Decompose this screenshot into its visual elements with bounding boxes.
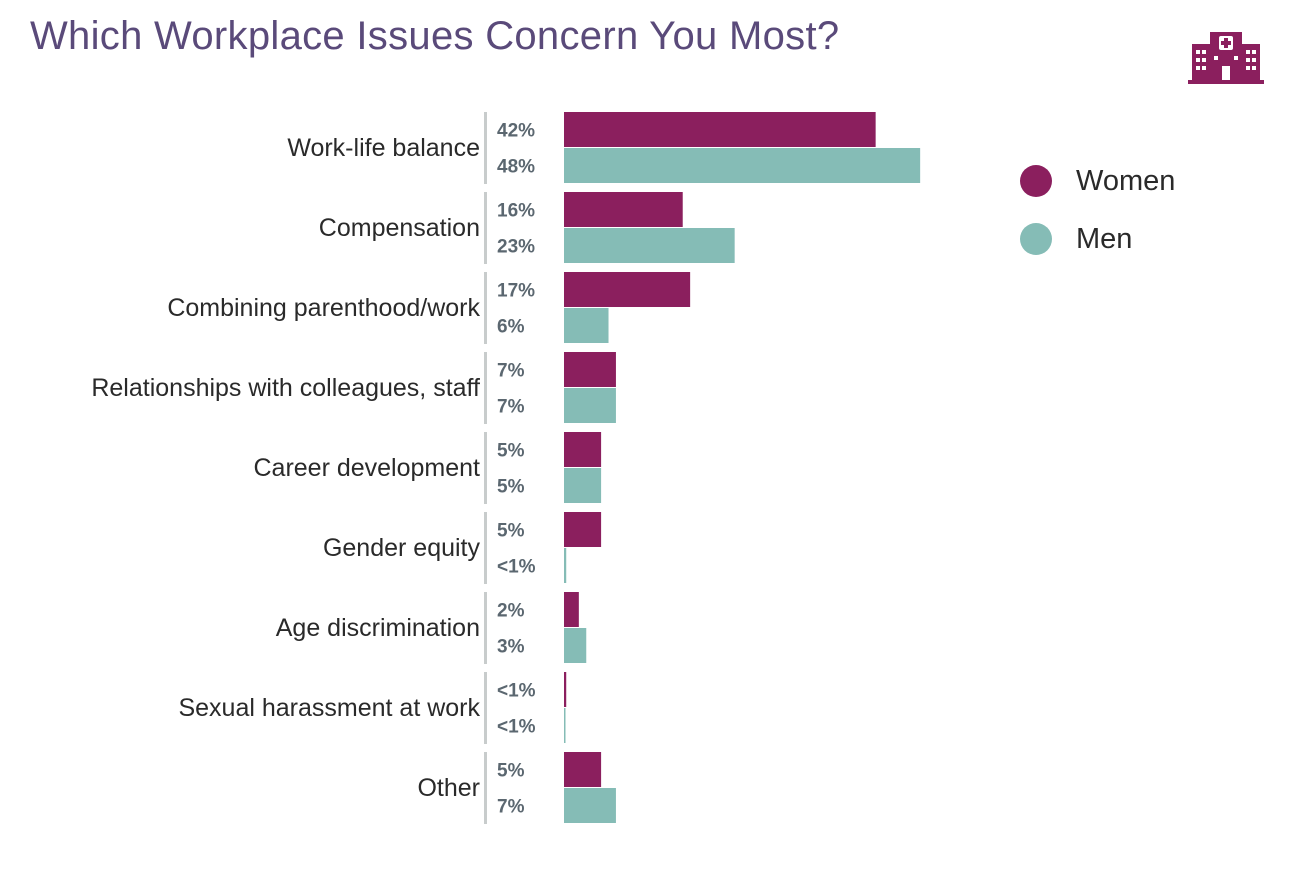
value-label: 2% (497, 601, 525, 622)
value-label: 7% (497, 797, 525, 818)
value-label: 3% (497, 637, 525, 658)
bar-men (564, 468, 602, 503)
value-label: 42% (497, 121, 535, 142)
value-label: 6% (497, 317, 525, 338)
legend-swatch-women (1020, 165, 1052, 197)
bar-women (564, 592, 579, 627)
category-divider (484, 192, 487, 264)
bar-men (564, 548, 567, 583)
bar-men (564, 788, 616, 823)
value-label: <1% (497, 557, 536, 578)
category-label: Other (417, 774, 480, 802)
category-divider (484, 352, 487, 424)
value-label: <1% (497, 681, 536, 702)
value-label: 5% (497, 761, 525, 782)
bar-women (564, 672, 567, 707)
bar-men (564, 308, 609, 343)
legend-label-men: Men (1076, 222, 1133, 255)
category-divider (484, 592, 487, 664)
bar-men (564, 708, 566, 743)
bar-women (564, 512, 602, 547)
category-divider (484, 672, 487, 744)
legend-swatch-men (1020, 223, 1052, 255)
category-divider (484, 512, 487, 584)
value-label: 48% (497, 157, 535, 178)
bar-men (564, 628, 587, 663)
category-label: Relationships with colleagues, staff (91, 374, 480, 402)
category-divider (484, 112, 487, 184)
value-label: 5% (497, 477, 525, 498)
category-divider (484, 752, 487, 824)
category-label: Gender equity (323, 534, 481, 562)
hospital-building-icon (1188, 32, 1264, 84)
bar-women (564, 352, 616, 387)
category-divider (484, 272, 487, 344)
value-label: <1% (497, 717, 536, 738)
bar-women (564, 752, 602, 787)
bar-women (564, 432, 602, 467)
category-label: Age discrimination (276, 614, 480, 642)
category-label: Combining parenthood/work (167, 294, 480, 322)
category-label: Compensation (319, 214, 480, 242)
chart-title: Which Workplace Issues Concern You Most? (30, 14, 840, 58)
legend-label-women: Women (1076, 164, 1176, 197)
value-label: 7% (497, 397, 525, 418)
category-divider (484, 432, 487, 504)
bar-men (564, 228, 735, 263)
legend-item-men: Men (1020, 210, 1175, 268)
bar-men (564, 148, 921, 183)
bar-chart: Work-life balance 42% 48% Compensation 16% 23… (91, 112, 921, 824)
value-label: 7% (497, 361, 525, 382)
bar-men (564, 388, 616, 423)
bar-women (564, 112, 876, 147)
value-label: 23% (497, 237, 535, 258)
value-label: 16% (497, 201, 535, 222)
bar-women (564, 272, 691, 307)
category-label: Career development (253, 454, 480, 482)
category-label: Sexual harassment at work (178, 694, 480, 722)
value-label: 17% (497, 281, 535, 302)
value-label: 5% (497, 521, 525, 542)
category-label: Work-life balance (287, 134, 480, 162)
value-label: 5% (497, 441, 525, 462)
legend-item-women: Women (1020, 152, 1175, 210)
bar-women (564, 192, 683, 227)
legend: Women Men (1020, 152, 1175, 268)
